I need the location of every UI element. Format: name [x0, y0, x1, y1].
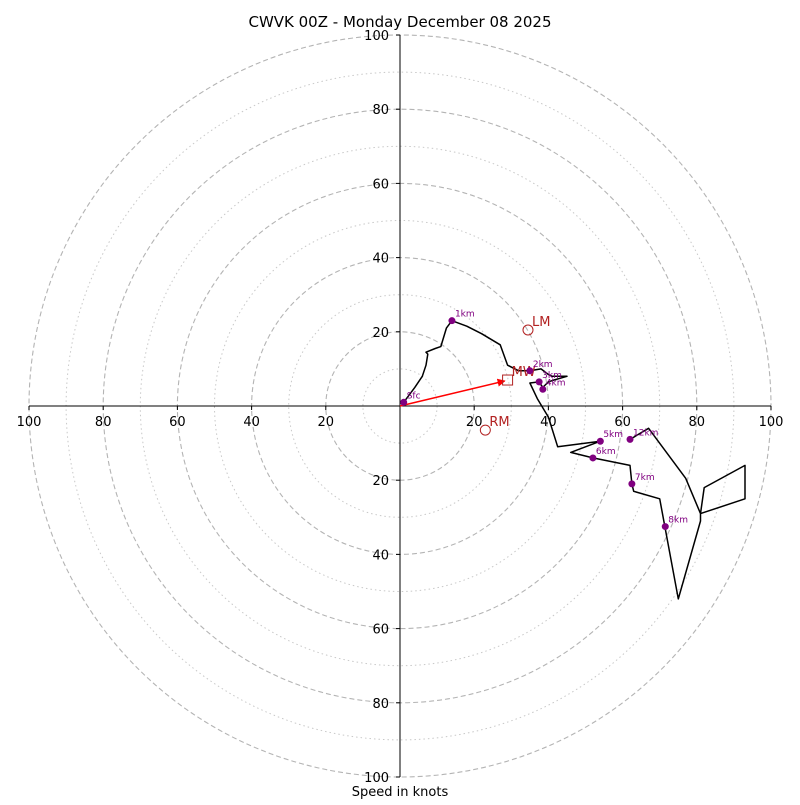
y-tick-label: 20 [372, 474, 389, 489]
height-label-1km: 1km [455, 310, 475, 320]
y-tick-label: 60 [372, 623, 389, 638]
chart-title: CWVK 00Z - Monday December 08 2025 [248, 13, 551, 31]
height-label-2km: 2km [533, 360, 553, 370]
x-axis-label: Speed in knots [352, 785, 449, 800]
height-label-6km: 6km [596, 447, 616, 457]
height-label-7km: 7km [635, 473, 655, 483]
storm-motion-rm-marker [479, 424, 491, 436]
storm-motion-rm-label: RM [489, 415, 509, 430]
tick-labels: 100 80 60 40 20 20 40 60 80 100 100 80 60 40 20 20 40 60 8… [17, 29, 784, 786]
x-tick-label: 60 [169, 415, 186, 430]
y-tick-label: 40 [372, 252, 389, 267]
x-tick-label: 20 [318, 415, 335, 430]
height-label-sfc: Sfc [407, 391, 421, 401]
height-label-5km: 5km [603, 430, 623, 440]
x-tick-label: 100 [17, 415, 42, 430]
x-tick-label: 80 [95, 415, 112, 430]
height-marker-6km [589, 454, 597, 462]
height-marker-2km [526, 367, 534, 375]
y-tick-label: 80 [372, 697, 389, 712]
x-tick-label: 40 [243, 415, 260, 430]
y-tick-label: 60 [372, 177, 389, 192]
height-marker-8km [661, 523, 669, 531]
height-label-8km: 8km [668, 516, 688, 526]
height-marker-3km [535, 378, 543, 386]
x-tick-label: 20 [466, 415, 483, 430]
y-tick-label: 80 [372, 103, 389, 118]
height-marker-sfc [400, 398, 408, 406]
storm-motion-lm-label: LM [532, 315, 550, 330]
height-label-4km: 4km [546, 378, 566, 388]
height-marker-12km [626, 435, 634, 443]
y-tick-label: 20 [372, 326, 389, 341]
height-marker-5km [596, 437, 604, 445]
height-marker-7km [628, 480, 636, 488]
height-label-3km: 3km [542, 371, 562, 381]
x-tick-label: 40 [540, 415, 557, 430]
height-marker-4km [539, 385, 547, 393]
x-tick-label: 100 [759, 415, 784, 430]
storm-motion-lm-marker [522, 324, 534, 336]
x-tick-label: 60 [614, 415, 631, 430]
mean-wind-vector [399, 378, 506, 407]
height-label-12km: 12km [633, 428, 658, 438]
y-tick-label: 100 [364, 771, 389, 786]
storm-motion-mw-marker [502, 374, 514, 386]
height-marker-1km [448, 317, 456, 325]
y-tick-label: 40 [372, 548, 389, 563]
y-tick-label: 100 [364, 29, 389, 44]
x-tick-label: 80 [689, 415, 706, 430]
